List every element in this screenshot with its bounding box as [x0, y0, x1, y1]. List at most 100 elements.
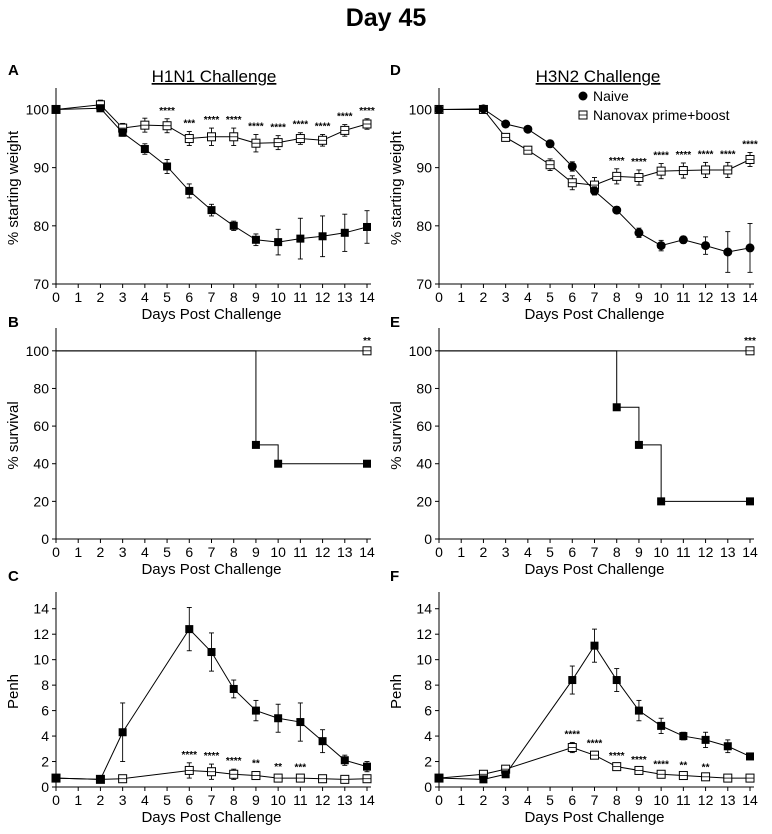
- significance-stars: ****: [204, 751, 220, 762]
- data-point: [340, 774, 350, 784]
- data-point: [701, 772, 711, 782]
- x-tick-label: 6: [568, 792, 576, 808]
- x-tick-label: 8: [230, 792, 238, 808]
- data-point: [612, 676, 621, 685]
- x-tick-label: 2: [480, 792, 488, 808]
- x-tick-label: 0: [52, 792, 60, 808]
- data-point: [723, 773, 733, 783]
- x-tick-label: 13: [337, 289, 353, 305]
- significance-stars: ***: [295, 763, 307, 774]
- x-tick-label: 8: [613, 792, 621, 808]
- data-point: [723, 165, 733, 175]
- data-point: [634, 765, 644, 775]
- data-point: [612, 762, 622, 772]
- y-tick-label: 100: [409, 101, 433, 117]
- x-tick-label: 6: [185, 544, 193, 560]
- x-tick-label: 11: [293, 792, 308, 808]
- x-tick-label: 4: [141, 792, 149, 808]
- y-tick-label: 90: [33, 160, 49, 176]
- y-tick-label: 100: [409, 343, 433, 359]
- significance-stars: ****: [698, 149, 714, 160]
- significance-stars: ****: [315, 121, 331, 132]
- significance-stars: ****: [676, 150, 692, 161]
- survival-line-0: [439, 350, 750, 502]
- panel-title-A: H1N1 Challenge: [152, 67, 277, 86]
- panel-label-B: B: [8, 314, 19, 331]
- x-tick-label: 14: [359, 792, 375, 808]
- data-point: [118, 774, 128, 784]
- data-point: [229, 769, 239, 779]
- data-point: [523, 124, 533, 134]
- x-tick-label: 5: [163, 544, 171, 560]
- data-point: [140, 120, 150, 130]
- y-tick-label: 40: [33, 456, 49, 472]
- y-tick-label: 80: [33, 218, 49, 234]
- data-point: [118, 128, 127, 137]
- significance-stars: ****: [293, 120, 309, 131]
- x-tick-label: 12: [698, 544, 714, 560]
- y-axis-label: Penh: [5, 674, 22, 709]
- data-point: [52, 105, 60, 114]
- significance-stars: ***: [744, 336, 756, 347]
- data-point: [318, 737, 327, 746]
- data-point: [745, 773, 755, 783]
- x-tick-label: 8: [230, 289, 238, 305]
- significance-stars: ****: [631, 157, 647, 168]
- survival-point: [612, 403, 621, 412]
- significance-stars: **: [679, 761, 687, 772]
- x-tick-label: 2: [97, 544, 105, 560]
- y-tick-label: 8: [424, 677, 432, 693]
- x-tick-label: 7: [591, 792, 599, 808]
- survival-point: [251, 440, 260, 449]
- data-point: [207, 648, 216, 657]
- x-tick-label: 3: [119, 544, 127, 560]
- data-point: [140, 145, 149, 154]
- x-tick-label: 10: [653, 544, 669, 560]
- x-tick-label: 4: [524, 544, 532, 560]
- y-tick-label: 8: [41, 677, 49, 693]
- x-tick-label: 12: [698, 792, 714, 808]
- data-point: [435, 774, 443, 783]
- x-tick-label: 12: [315, 792, 331, 808]
- y-tick-label: 14: [33, 601, 49, 617]
- y-tick-label: 80: [33, 380, 49, 396]
- data-point: [590, 186, 599, 196]
- data-point: [568, 676, 577, 685]
- x-tick-label: 2: [480, 544, 488, 560]
- data-point: [296, 718, 305, 727]
- x-tick-label: 1: [74, 289, 82, 305]
- significance-stars: ***: [183, 119, 195, 130]
- x-tick-label: 13: [337, 544, 353, 560]
- significance-stars: ****: [631, 755, 647, 766]
- x-tick-label: 8: [230, 544, 238, 560]
- survival-point: [657, 497, 666, 506]
- data-point: [723, 742, 732, 751]
- data-point: [185, 625, 194, 634]
- x-tick-label: 1: [457, 792, 465, 808]
- x-tick-label: 7: [591, 544, 599, 560]
- x-tick-label: 4: [524, 792, 532, 808]
- x-tick-label: 5: [163, 792, 171, 808]
- figure-title: Day 45: [346, 4, 427, 32]
- data-point: [545, 139, 555, 149]
- data-point: [184, 765, 194, 775]
- x-tick-label: 3: [502, 792, 510, 808]
- y-tick-label: 70: [416, 276, 432, 292]
- data-point: [273, 138, 283, 148]
- data-point: [118, 728, 127, 737]
- data-point: [656, 241, 666, 251]
- significance-stars: ****: [248, 121, 264, 132]
- survival-point: [363, 459, 371, 468]
- x-tick-label: 10: [653, 289, 669, 305]
- x-tick-label: 13: [720, 792, 736, 808]
- data-point: [701, 165, 711, 175]
- y-axis-label: Penh: [388, 674, 405, 709]
- x-axis-label: Days Post Challenge: [524, 809, 664, 826]
- x-tick-label: 0: [435, 289, 443, 305]
- significance-stars: ****: [159, 106, 175, 117]
